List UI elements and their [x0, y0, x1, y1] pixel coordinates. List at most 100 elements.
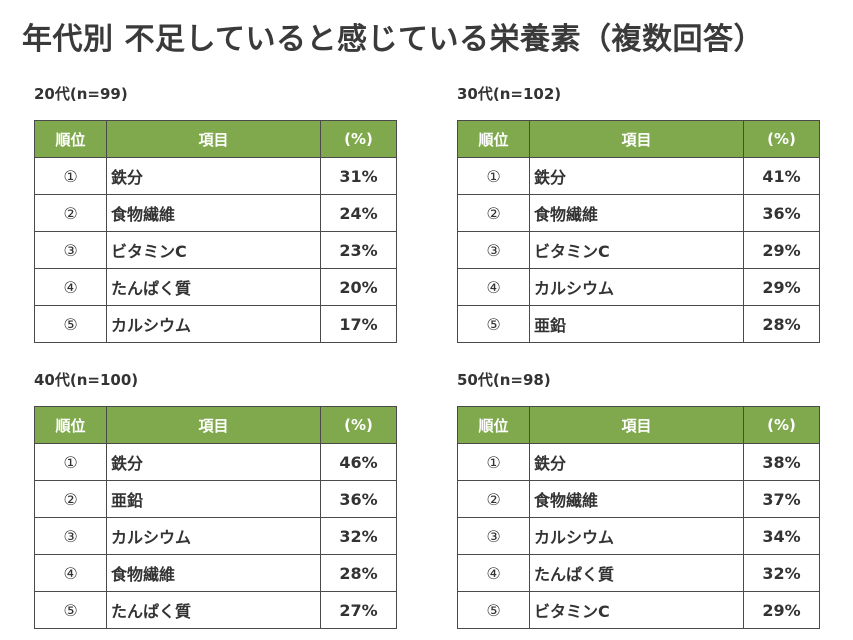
table-row: ⑤ ビタミンC 29% [457, 591, 820, 629]
rank-cell: ⑤ [34, 591, 107, 629]
item-cell: たんぱく質 [106, 268, 321, 306]
table-row: ④ 食物繊維 28% [34, 554, 397, 592]
rank-cell: ④ [457, 554, 530, 592]
header-rank: 順位 [34, 120, 107, 158]
header-item: 項目 [106, 406, 321, 444]
section-50s: 50代(n=98) 順位 項目 (%) ① 鉄分 38% ② 食物繊維 37% … [457, 370, 820, 629]
header-rank: 順位 [457, 120, 530, 158]
header-pct: (%) [320, 406, 397, 444]
pct-cell: 32% [743, 554, 820, 592]
item-cell: 鉄分 [529, 157, 744, 195]
rank-cell: ③ [457, 517, 530, 555]
header-item: 項目 [106, 120, 321, 158]
pct-cell: 41% [743, 157, 820, 195]
item-cell: カルシウム [106, 517, 321, 555]
table-row: ② 食物繊維 37% [457, 480, 820, 518]
rank-cell: ④ [34, 554, 107, 592]
item-cell: 食物繊維 [529, 194, 744, 232]
table-header-row: 順位 項目 (%) [34, 406, 397, 444]
table-row: ② 食物繊維 24% [34, 194, 397, 232]
item-cell: 亜鉛 [529, 305, 744, 343]
pct-cell: 36% [743, 194, 820, 232]
item-cell: 鉄分 [106, 443, 321, 481]
rank-cell: ⑤ [457, 591, 530, 629]
section-label: 50代(n=98) [457, 371, 551, 389]
table-row: ③ ビタミンC 23% [34, 231, 397, 269]
rank-cell: ③ [457, 231, 530, 269]
rank-cell: ① [34, 157, 107, 195]
pct-cell: 34% [743, 517, 820, 555]
item-cell: カルシウム [529, 517, 744, 555]
table-header-row: 順位 項目 (%) [457, 406, 820, 444]
rank-cell: ② [457, 194, 530, 232]
table-row: ① 鉄分 31% [34, 157, 397, 195]
header-rank: 順位 [457, 406, 530, 444]
header-pct: (%) [743, 120, 820, 158]
header-item: 項目 [529, 120, 744, 158]
pct-cell: 36% [320, 480, 397, 518]
item-cell: 食物繊維 [106, 554, 321, 592]
ranking-table: 順位 項目 (%) ① 鉄分 46% ② 亜鉛 36% ③ カルシウム 32% [34, 406, 397, 629]
pct-cell: 32% [320, 517, 397, 555]
item-cell: カルシウム [529, 268, 744, 306]
table-row: ⑤ 亜鉛 28% [457, 305, 820, 343]
pct-cell: 46% [320, 443, 397, 481]
pct-cell: 31% [320, 157, 397, 195]
rank-cell: ⑤ [457, 305, 530, 343]
item-cell: ビタミンC [529, 591, 744, 629]
item-cell: 食物繊維 [529, 480, 744, 518]
table-row: ① 鉄分 46% [34, 443, 397, 481]
item-cell: カルシウム [106, 305, 321, 343]
table-row: ⑤ たんぱく質 27% [34, 591, 397, 629]
table-header-row: 順位 項目 (%) [457, 120, 820, 158]
item-cell: 食物繊維 [106, 194, 321, 232]
table-row: ④ たんぱく質 32% [457, 554, 820, 592]
header-rank: 順位 [34, 406, 107, 444]
table-row: ③ カルシウム 34% [457, 517, 820, 555]
rank-cell: ④ [34, 268, 107, 306]
item-cell: たんぱく質 [529, 554, 744, 592]
page-title: 年代別 不足していると感じている栄養素（複数回答） [22, 22, 765, 57]
rank-cell: ③ [34, 231, 107, 269]
pct-cell: 24% [320, 194, 397, 232]
pct-cell: 29% [743, 591, 820, 629]
table-row: ③ カルシウム 32% [34, 517, 397, 555]
pct-cell: 37% [743, 480, 820, 518]
rank-cell: ④ [457, 268, 530, 306]
pct-cell: 38% [743, 443, 820, 481]
rank-cell: ① [457, 157, 530, 195]
table-row: ④ カルシウム 29% [457, 268, 820, 306]
header-pct: (%) [320, 120, 397, 158]
rank-cell: ① [457, 443, 530, 481]
pct-cell: 28% [320, 554, 397, 592]
rank-cell: ⑤ [34, 305, 107, 343]
table-row: ① 鉄分 38% [457, 443, 820, 481]
ranking-table: 順位 項目 (%) ① 鉄分 41% ② 食物繊維 36% ③ ビタミンC 29… [457, 120, 820, 343]
ranking-table: 順位 項目 (%) ① 鉄分 38% ② 食物繊維 37% ③ カルシウム 34… [457, 406, 820, 629]
table-row: ② 食物繊維 36% [457, 194, 820, 232]
table-row: ④ たんぱく質 20% [34, 268, 397, 306]
pct-cell: 17% [320, 305, 397, 343]
table-row: ⑤ カルシウム 17% [34, 305, 397, 343]
rank-cell: ② [34, 194, 107, 232]
table-row: ③ ビタミンC 29% [457, 231, 820, 269]
rank-cell: ② [457, 480, 530, 518]
header-pct: (%) [743, 406, 820, 444]
pct-cell: 23% [320, 231, 397, 269]
pct-cell: 29% [743, 231, 820, 269]
rank-cell: ① [34, 443, 107, 481]
section-label: 40代(n=100) [34, 371, 139, 389]
section-label: 20代(n=99) [34, 85, 128, 103]
item-cell: たんぱく質 [106, 591, 321, 629]
item-cell: 鉄分 [529, 443, 744, 481]
pct-cell: 29% [743, 268, 820, 306]
header-item: 項目 [529, 406, 744, 444]
pct-cell: 27% [320, 591, 397, 629]
section-label: 30代(n=102) [457, 85, 562, 103]
rank-cell: ② [34, 480, 107, 518]
item-cell: ビタミンC [106, 231, 321, 269]
table-row: ① 鉄分 41% [457, 157, 820, 195]
table-row: ② 亜鉛 36% [34, 480, 397, 518]
pct-cell: 20% [320, 268, 397, 306]
section-40s: 40代(n=100) 順位 項目 (%) ① 鉄分 46% ② 亜鉛 36% ③ [34, 370, 397, 629]
